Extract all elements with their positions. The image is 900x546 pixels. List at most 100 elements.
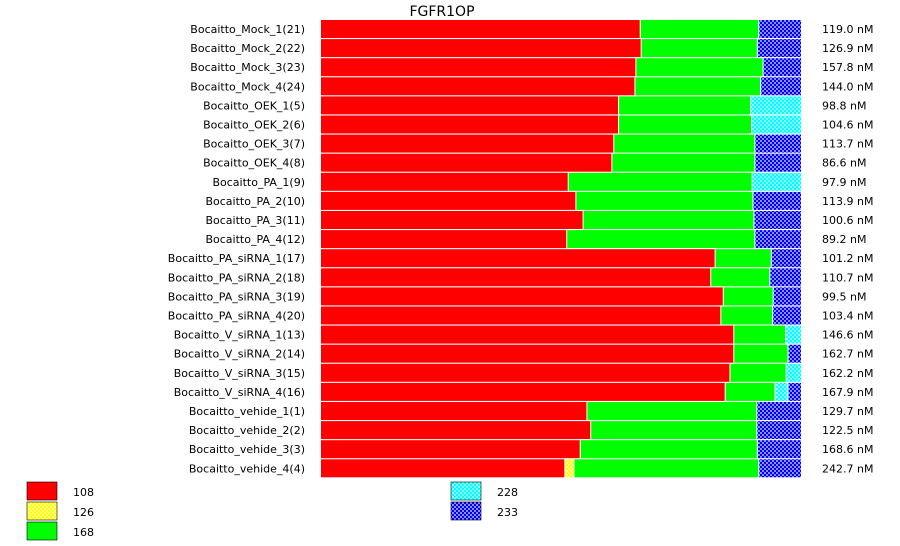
row-total: 104.6 nM xyxy=(822,119,873,132)
legend-item: 228 xyxy=(450,481,518,501)
row-total: 242.7 nM xyxy=(822,462,873,475)
bar-segment-233 xyxy=(756,421,801,440)
row-total: 146.6 nM xyxy=(822,329,873,342)
row-label: Bocaitto_OEK_3(7) xyxy=(203,138,305,151)
row-total: 162.7 nM xyxy=(822,348,873,361)
bar-segment-233 xyxy=(754,134,801,153)
bar-segment-228 xyxy=(750,96,801,115)
bar-segment-233 xyxy=(754,230,801,249)
bar-row: Bocaitto_vehide_2(2) 122.5 nM xyxy=(189,421,873,440)
bar-segment-108 xyxy=(321,39,642,58)
row-label: Bocaitto_Mock_3(23) xyxy=(190,61,305,74)
bar-segment-108 xyxy=(321,134,614,153)
row-label: Bocaitto_PA_1(9) xyxy=(212,176,305,189)
bar-row: Bocaitto_PA_siRNA_4(20) 103.4 nM xyxy=(168,306,873,325)
bar-segment-233 xyxy=(771,249,801,268)
bar-segment-108 xyxy=(321,459,565,478)
row-total: 122.5 nM xyxy=(822,424,873,437)
bar-row: Bocaitto_OEK_4(8) 86.6 nM xyxy=(203,153,866,172)
bar-segment-168 xyxy=(634,77,761,96)
bar-segment-168 xyxy=(586,402,757,420)
row-total: 119.0 nM xyxy=(822,23,873,36)
bar-segment-228 xyxy=(751,115,801,134)
legend-label: 108 xyxy=(73,486,94,499)
bar-row: Bocaitto_PA_1(9) 97.9 nM xyxy=(212,172,866,191)
bar-segment-233 xyxy=(758,459,801,478)
row-label: Bocaitto_Mock_1(21) xyxy=(190,23,305,36)
bar-row: Bocaitto_PA_siRNA_3(19) 99.5 nM xyxy=(168,287,866,306)
legend-swatch xyxy=(450,481,482,501)
row-label: Bocaitto_V_siRNA_3(15) xyxy=(174,367,305,380)
row-total: 162.2 nM xyxy=(822,367,873,380)
bar-segment-233 xyxy=(753,191,801,210)
bar-segment-168 xyxy=(635,58,764,77)
legend-label: 228 xyxy=(497,486,518,499)
bar-segment-108 xyxy=(321,325,734,344)
bar-row: Bocaitto_vehide_3(3) 168.6 nM xyxy=(189,440,873,459)
bar-segment-168 xyxy=(573,459,759,478)
bar-row: Bocaitto_vehide_4(4) 242.7 nM xyxy=(189,459,873,478)
row-label: Bocaitto_vehide_2(2) xyxy=(189,424,305,437)
bar-segment-108 xyxy=(321,249,716,268)
legend-label: 233 xyxy=(497,506,518,519)
legend-item: 108 xyxy=(26,481,94,501)
legend-swatch xyxy=(26,481,58,501)
bar-segment-168 xyxy=(725,382,776,401)
bar-segment-168 xyxy=(583,211,754,229)
row-label: Bocaitto_vehide_1(1) xyxy=(189,405,305,418)
bar-segment-228 xyxy=(752,172,801,191)
row-label: Bocaitto_PA_3(11) xyxy=(205,214,305,227)
legend-item: 168 xyxy=(26,521,94,541)
row-total: 144.0 nM xyxy=(822,80,873,93)
bar-segment-108 xyxy=(321,20,641,38)
bar-row: Bocaitto_PA_4(12) 89.2 nM xyxy=(205,230,866,249)
bar-row: Bocaitto_V_siRNA_4(16) 167.9 nM xyxy=(174,382,873,401)
row-total: 129.7 nM xyxy=(822,405,873,418)
bar-segment-168 xyxy=(611,153,755,172)
row-total: 110.7 nM xyxy=(822,271,873,284)
legend-label: 168 xyxy=(73,526,94,539)
bar-row: Bocaitto_V_siRNA_3(15) 162.2 nM xyxy=(174,363,873,382)
bar-segment-108 xyxy=(321,306,721,325)
bar-segment-168 xyxy=(729,363,787,382)
row-label: Bocaitto_OEK_2(6) xyxy=(203,119,305,132)
bar-row: Bocaitto_PA_siRNA_1(17) 101.2 nM xyxy=(168,249,873,268)
row-label: Bocaitto_PA_siRNA_4(20) xyxy=(168,310,305,323)
bar-segment-108 xyxy=(321,344,734,363)
bar-segment-108 xyxy=(321,268,711,287)
row-total: 101.2 nM xyxy=(822,252,873,265)
bar-segment-108 xyxy=(321,211,584,229)
bar-segment-228 xyxy=(786,363,801,382)
bar-segment-228 xyxy=(775,382,789,401)
bar-segment-228 xyxy=(785,325,801,344)
bar-segment-108 xyxy=(321,58,636,77)
bar-segment-108 xyxy=(321,382,726,401)
bar-row: Bocaitto_PA_3(11) 100.6 nM xyxy=(205,211,873,229)
bar-segment-168 xyxy=(640,20,759,38)
row-label: Bocaitto_PA_2(10) xyxy=(205,195,305,208)
row-total: 89.2 nM xyxy=(822,233,866,246)
legend: 108 126 168 228 233 xyxy=(26,481,518,541)
row-label: Bocaitto_Mock_4(24) xyxy=(190,80,305,93)
legend-label: 126 xyxy=(73,506,94,519)
bar-segment-168 xyxy=(733,344,789,363)
legend-swatch xyxy=(26,521,58,541)
bar-segment-168 xyxy=(613,134,755,153)
row-label: Bocaitto_V_siRNA_2(14) xyxy=(174,348,305,361)
bar-row: Bocaitto_PA_siRNA_2(18) 110.7 nM xyxy=(168,268,873,287)
bar-row: Bocaitto_V_siRNA_1(13) 146.6 nM xyxy=(174,325,873,344)
row-label: Bocaitto_vehide_3(3) xyxy=(189,443,305,456)
bar-segment-108 xyxy=(321,96,619,115)
legend-swatch xyxy=(450,501,482,521)
bar-segment-108 xyxy=(321,191,576,210)
row-total: 168.6 nM xyxy=(822,443,873,456)
bar-row: Bocaitto_OEK_3(7) 113.7 nM xyxy=(203,134,873,153)
row-total: 86.6 nM xyxy=(822,157,866,170)
row-total: 100.6 nM xyxy=(822,214,873,227)
bar-segment-108 xyxy=(321,77,635,96)
row-label: Bocaitto_PA_siRNA_3(19) xyxy=(168,290,305,303)
bar-segment-168 xyxy=(723,287,774,306)
bar-segment-168 xyxy=(580,440,758,459)
bar-row: Bocaitto_Mock_2(22) 126.9 nM xyxy=(190,39,873,58)
bar-row: Bocaitto_OEK_1(5) 98.8 nM xyxy=(203,96,866,115)
